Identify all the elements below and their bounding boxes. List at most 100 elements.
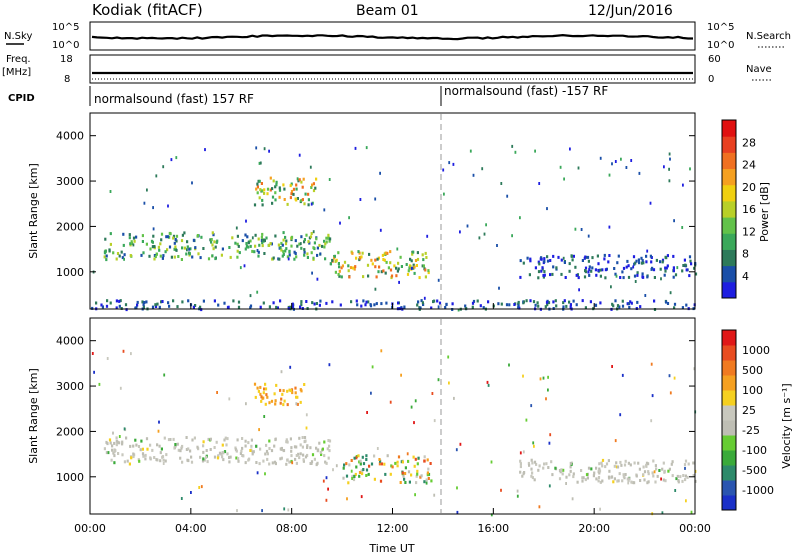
data-cell <box>191 181 193 185</box>
data-cell <box>202 440 205 444</box>
data-cell <box>166 235 170 239</box>
data-cell <box>617 254 620 258</box>
data-cell <box>416 472 419 476</box>
data-cell <box>315 237 318 241</box>
data-cell <box>332 468 334 472</box>
data-cell <box>358 471 362 474</box>
data-cell <box>427 269 430 273</box>
data-cell <box>639 479 642 482</box>
data-cell <box>160 238 163 242</box>
data-cell <box>216 456 220 460</box>
data-cell <box>689 167 691 171</box>
data-cell <box>672 266 675 270</box>
data-cell <box>598 467 601 471</box>
data-cell <box>304 455 308 459</box>
data-cell <box>575 273 578 277</box>
data-cell <box>538 262 541 266</box>
data-cell <box>575 303 578 307</box>
data-cell <box>109 242 112 246</box>
data-cell <box>584 478 587 482</box>
data-cell <box>375 302 378 306</box>
data-cell <box>618 472 621 476</box>
data-cell <box>161 300 164 303</box>
data-cell <box>406 272 410 276</box>
data-cell <box>662 478 665 482</box>
colorbar-swatch <box>722 405 736 421</box>
data-cell <box>331 258 334 262</box>
data-cell <box>559 165 562 169</box>
data-cell <box>433 493 436 497</box>
data-cell <box>571 497 574 501</box>
data-cell <box>299 388 302 392</box>
data-cell <box>689 259 692 263</box>
data-cell <box>517 306 519 310</box>
data-cell <box>275 305 278 309</box>
data-cell <box>543 260 546 263</box>
data-cell <box>416 251 419 255</box>
data-cell <box>303 248 306 252</box>
data-cell <box>406 452 409 456</box>
data-cell <box>581 299 584 303</box>
data-cell <box>576 480 579 484</box>
data-cell <box>390 464 393 468</box>
data-cell <box>422 303 425 306</box>
velocity-yaxis: 4000 3000 2000 1000 <box>56 335 695 484</box>
data-cell <box>199 305 202 309</box>
power-cells <box>91 144 698 312</box>
data-cell <box>338 265 341 269</box>
data-cell <box>204 148 206 152</box>
data-cell <box>630 301 633 305</box>
data-cell <box>119 386 122 390</box>
data-cell <box>590 269 593 273</box>
data-cell <box>289 389 292 393</box>
data-cell <box>350 469 353 473</box>
data-cell <box>645 260 648 264</box>
data-cell <box>166 248 169 252</box>
data-cell <box>259 385 262 389</box>
data-cell <box>128 233 131 237</box>
colorbar-frame <box>721 119 737 299</box>
data-cell <box>261 203 264 207</box>
data-cell <box>409 257 412 261</box>
data-cell <box>568 269 571 273</box>
data-cell <box>633 461 636 465</box>
data-cell <box>236 242 239 246</box>
data-cell <box>132 243 135 247</box>
data-cell <box>416 303 419 307</box>
colorbar-tick-label: 100 <box>742 384 763 397</box>
data-cell <box>692 461 695 465</box>
data-cell <box>323 208 326 212</box>
data-cell <box>327 456 330 460</box>
data-cell <box>436 299 439 303</box>
data-cell <box>382 258 385 261</box>
data-cell <box>181 460 184 464</box>
data-cell <box>228 397 231 401</box>
data-cell <box>209 238 212 242</box>
colorbar-tick-label: 12 <box>742 225 756 238</box>
data-cell <box>415 264 418 267</box>
data-cell <box>551 473 554 477</box>
data-cell <box>537 304 540 308</box>
data-cell <box>118 435 121 438</box>
data-cell <box>412 263 415 267</box>
data-cell <box>327 236 330 240</box>
data-cell <box>618 305 621 309</box>
data-cell <box>281 254 284 258</box>
data-cell <box>687 462 690 466</box>
data-cell <box>256 185 259 189</box>
data-cell <box>668 467 671 471</box>
data-cell <box>203 458 206 462</box>
data-cell <box>471 305 474 309</box>
data-cell <box>361 251 364 255</box>
data-cell <box>647 472 650 476</box>
data-cell <box>547 466 550 469</box>
data-cell <box>172 437 175 441</box>
colorbar-swatch <box>722 217 736 234</box>
data-cell <box>555 266 558 270</box>
data-cell <box>542 376 545 380</box>
x-tick-label: 16:00 <box>477 522 509 535</box>
data-cell <box>282 253 285 256</box>
data-cell <box>282 231 285 235</box>
data-cell <box>414 259 418 262</box>
data-cell <box>658 469 661 472</box>
